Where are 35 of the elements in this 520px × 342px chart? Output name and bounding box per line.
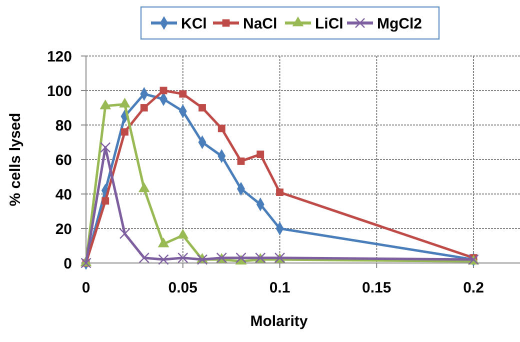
- point: [100, 142, 111, 153]
- point: [138, 182, 150, 192]
- legend-label: KCl: [181, 15, 207, 32]
- point: [256, 150, 264, 158]
- y-tick-label: 60: [55, 152, 72, 169]
- y-tick-label: 0: [64, 255, 72, 272]
- point: [119, 228, 130, 239]
- point: [158, 238, 170, 248]
- point: [140, 104, 148, 112]
- point: [237, 158, 245, 165]
- x-tick-label: 0: [82, 279, 90, 296]
- point: [121, 128, 128, 136]
- y-tick-label: 120: [46, 48, 72, 66]
- legend-label: NaCl: [243, 15, 278, 32]
- legend-label: LiCl: [315, 15, 344, 32]
- point: [138, 252, 150, 264]
- point: [102, 197, 110, 205]
- y-tick-label: 20: [55, 220, 72, 238]
- point: [218, 124, 226, 132]
- x-tick-label: 0.2: [463, 279, 484, 296]
- x-tick-label: 0.1: [269, 279, 290, 296]
- y-tick-label: 100: [46, 82, 72, 100]
- point: [179, 90, 187, 98]
- legend-label: MgCl2: [377, 15, 422, 32]
- y-tick-label: 40: [55, 186, 72, 204]
- x-axis-title: Molarity: [250, 313, 308, 330]
- point: [158, 254, 169, 265]
- x-tick-label: 0.15: [362, 279, 392, 296]
- point: [178, 252, 188, 264]
- point: [198, 104, 206, 112]
- point: [177, 228, 189, 239]
- x-tick-label: 0.05: [168, 279, 198, 296]
- point: [276, 188, 284, 196]
- y-axis-title: % cells lysed: [7, 112, 24, 206]
- y-tick-label: 80: [55, 117, 72, 134]
